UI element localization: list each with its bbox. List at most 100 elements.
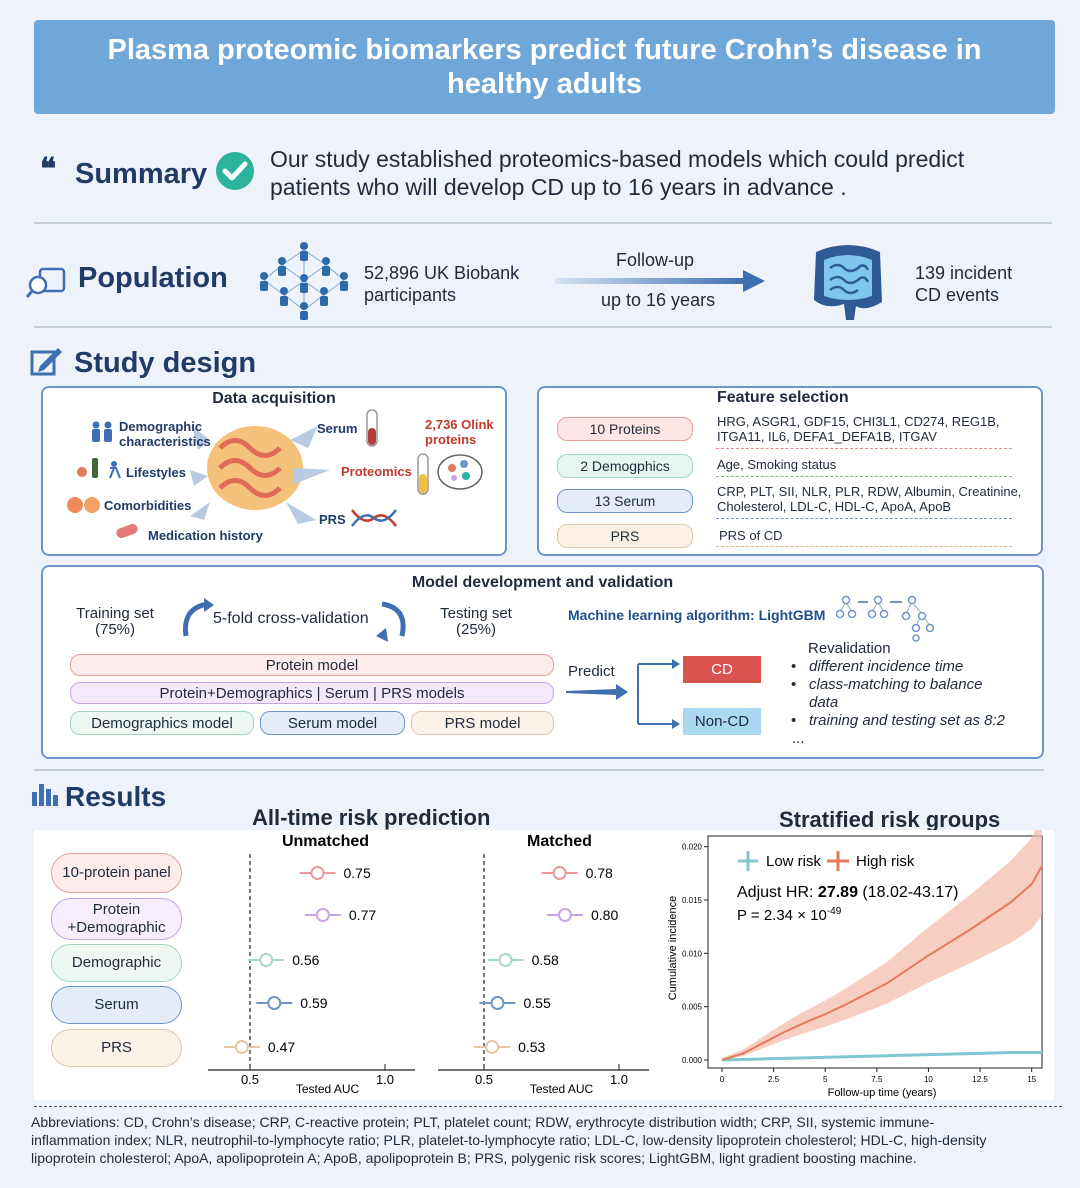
- point-estimate: [485, 1040, 500, 1054]
- people-icon: [92, 421, 112, 442]
- non-cd-class-box: Non-CD: [683, 708, 761, 735]
- x-tick-label: 0.5: [241, 1072, 259, 1087]
- divider: [34, 1106, 1062, 1107]
- predict-label: Predict: [568, 663, 615, 680]
- comorbidities-icon: [67, 497, 100, 513]
- revalidation-item: class-matching to balance: [791, 676, 1031, 694]
- olink-line-2: proteins: [425, 432, 477, 447]
- olink-label: 2,736 Olink proteins: [425, 417, 494, 447]
- data-acquisition-title: Data acquisition: [212, 390, 336, 407]
- results-heading: Results: [65, 781, 167, 812]
- model-label-protein: 10-protein panel: [51, 853, 182, 893]
- training-line-2: (75%): [94, 621, 135, 638]
- series-line-low-risk: [721, 1051, 1042, 1062]
- auc-label: 0.56: [292, 952, 319, 968]
- p-annotation: P = 2.34 × 10-49: [737, 906, 842, 924]
- feature-pill-prs: PRS: [557, 524, 693, 548]
- events-line-1: 139 incident: [915, 263, 1013, 283]
- feature-detail-line: HRG, ASGR1, GDF15, CHI3L1, CD274, REG1B,: [717, 414, 1000, 429]
- revalidation-item: different incidence time: [791, 658, 1031, 676]
- divider: [34, 769, 1044, 771]
- auc-label: 0.55: [524, 995, 551, 1011]
- demographic-line-2: characteristics: [119, 434, 211, 449]
- x-tick-label: 0: [720, 1075, 725, 1084]
- check-icon: [216, 152, 254, 190]
- feature-detail-serum: CRP, PLT, SII, NLR, PLR, RDW, Albumin, C…: [717, 484, 1021, 514]
- point-estimate: [259, 953, 274, 967]
- events-text: 139 incident CD events: [915, 262, 1012, 306]
- y-tick-label: 0.000: [682, 1056, 703, 1065]
- cycle-arrow-left-icon: [182, 598, 214, 637]
- training-set-label: Training set (75%): [74, 606, 156, 638]
- serum-tube-icon: [366, 409, 378, 447]
- point-estimate: [267, 996, 282, 1010]
- legend-label-high: High risk: [856, 853, 915, 870]
- legend-label-low: Low risk: [766, 853, 822, 870]
- abbreviations-line: lipoprotein cholesterol; ApoA, apolipopr…: [31, 1150, 917, 1166]
- summary-text: Our study established proteomics-based m…: [270, 145, 964, 201]
- model-label-prs: PRS: [51, 1029, 182, 1067]
- feature-pill-demographics: 2 Demogphics: [557, 454, 693, 478]
- lifestyles-label: Lifestyles: [126, 465, 186, 480]
- population-heading: Population: [78, 262, 228, 294]
- cd-class-box: CD: [683, 656, 761, 683]
- feature-detail-demographics: Age, Smoking status: [717, 457, 837, 472]
- auc-label: 0.75: [344, 865, 371, 881]
- ml-label: Machine learning algorithm: LightGBM: [568, 607, 826, 623]
- auc-label: 0.77: [349, 907, 376, 923]
- training-line-1: Training set: [76, 605, 154, 622]
- intestine-icon: [814, 245, 882, 320]
- x-tick-label: 7.5: [871, 1075, 883, 1084]
- revalidation-title: Revalidation: [808, 640, 891, 657]
- testing-line-1: Testing set: [440, 605, 512, 622]
- hr-annotation: Adjust HR: 27.89 (18.02-43.17): [737, 884, 958, 901]
- participants-text: 52,896 UK Biobank participants: [364, 262, 519, 306]
- cv-label: 5-fold cross-validation: [213, 610, 369, 627]
- y-tick-label: 0.005: [682, 1003, 703, 1012]
- comorbidities-label: Comorbidities: [104, 498, 192, 513]
- events-line-2: CD events: [915, 285, 1000, 305]
- forest-plot-matched: Matched 0.5 1.0 Tested AUC 0.78 0.80 0.58 0.55 0…: [438, 833, 649, 1096]
- feature-pill-serum: 13 Serum: [557, 489, 693, 513]
- alltime-title: All-time risk prediction: [252, 805, 491, 830]
- x-tick-label: 10: [924, 1075, 933, 1084]
- revalidation-ellipsis: ...: [792, 730, 805, 747]
- followup-top: Follow-up: [616, 250, 695, 270]
- page-title: Plasma proteomic biomarkers predict futu…: [107, 34, 982, 100]
- feature-detail-line: ITGA11, IL6, DEFA1_DEFA1B, ITGAV: [717, 429, 937, 444]
- lifestyle-icon: [77, 458, 121, 479]
- demographic-label: Demographic characteristics: [119, 419, 211, 449]
- divider: [716, 476, 1012, 477]
- x-tick-label: 2.5: [768, 1075, 780, 1084]
- point-estimate: [310, 866, 325, 880]
- olink-line-1: 2,736 Olink: [425, 417, 494, 432]
- model-development-title: Model development and validation: [411, 574, 674, 591]
- auc-label: 0.47: [268, 1039, 295, 1055]
- auc-label: 0.59: [300, 995, 327, 1011]
- search-people-icon: [26, 267, 66, 298]
- series-line-high-risk: [721, 865, 1043, 1061]
- x-tick-label: 15: [1027, 1075, 1036, 1084]
- divider: [34, 326, 1052, 328]
- decision-tree-icon: [836, 595, 935, 642]
- demographic-line-1: Demographic: [119, 419, 203, 434]
- intestine-illustration: [207, 426, 303, 510]
- forest-plot-unmatched: Unmatched 0.5 1.0 Tested AUC 0.75 0.77 0.56 0.5…: [208, 833, 415, 1096]
- combo-models-pill: Protein+Demographics | Serum | PRS model…: [70, 682, 554, 704]
- proteomics-icon: [417, 453, 483, 495]
- y-tick-label: 0.015: [682, 896, 703, 905]
- abbreviations-line: Abbreviations: CD, Crohn’s disease; CRP,…: [31, 1114, 935, 1130]
- x-axis-label: Follow-up time (years): [828, 1087, 937, 1099]
- bar-chart-icon: [32, 784, 58, 806]
- abbreviations: Abbreviations: CD, Crohn’s disease; CRP,…: [31, 1113, 987, 1167]
- point-estimate: [558, 908, 572, 922]
- point-estimate: [498, 953, 513, 967]
- point-estimate: [315, 908, 330, 922]
- demographics-model-pill: Demographics model: [70, 711, 254, 735]
- divider: [716, 448, 1012, 449]
- auc-label: 0.53: [518, 1039, 545, 1055]
- auc-label: 0.58: [532, 952, 559, 968]
- testing-set-label: Testing set (25%): [434, 606, 518, 638]
- x-tick-label: 12.5: [972, 1075, 988, 1084]
- feature-detail-prs: PRS of CD: [719, 528, 783, 543]
